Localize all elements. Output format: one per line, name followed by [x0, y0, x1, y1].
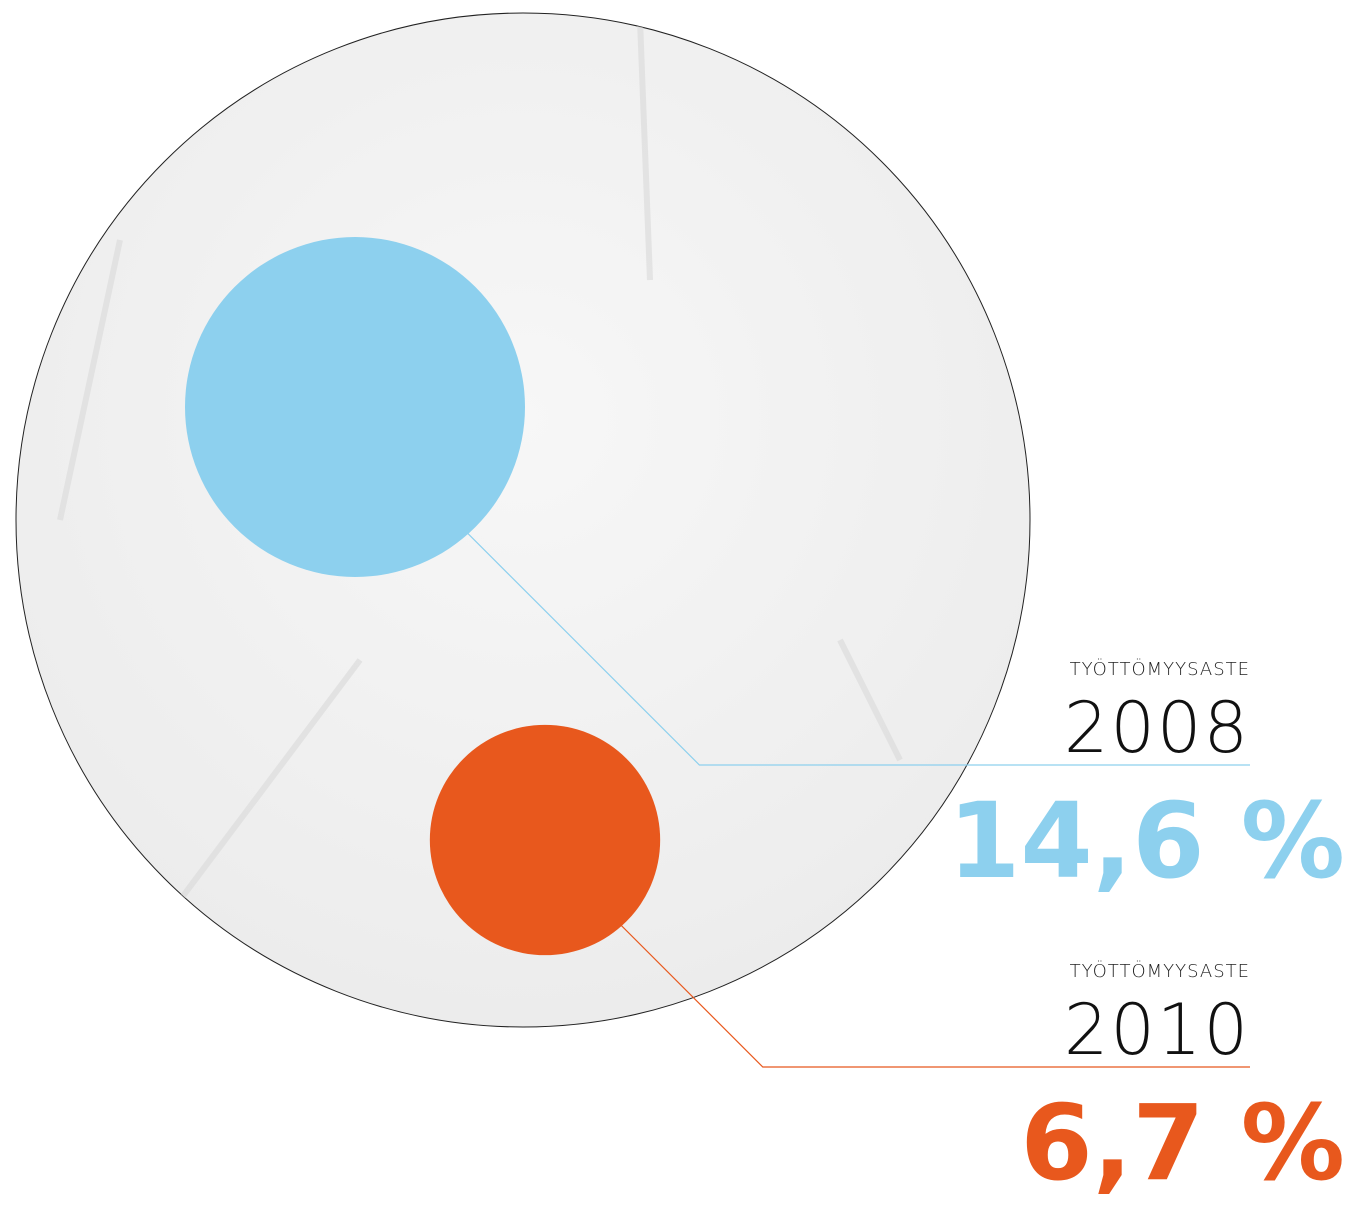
year-label: 2008 [1064, 687, 1250, 769]
paper-folds [57, 19, 903, 902]
value-label: 14,6 % [948, 780, 1345, 902]
bubble [429, 724, 661, 956]
leader-line [617, 922, 1250, 1068]
bubble [185, 237, 525, 577]
value-label: 6,7 % [1020, 1082, 1345, 1204]
series-label: TYÖTTÖMYYSASTE [1070, 960, 1250, 982]
leader-line [462, 528, 1250, 766]
series-label: TYÖTTÖMYYSASTE [1070, 658, 1250, 680]
year-label: 2010 [1064, 989, 1250, 1071]
